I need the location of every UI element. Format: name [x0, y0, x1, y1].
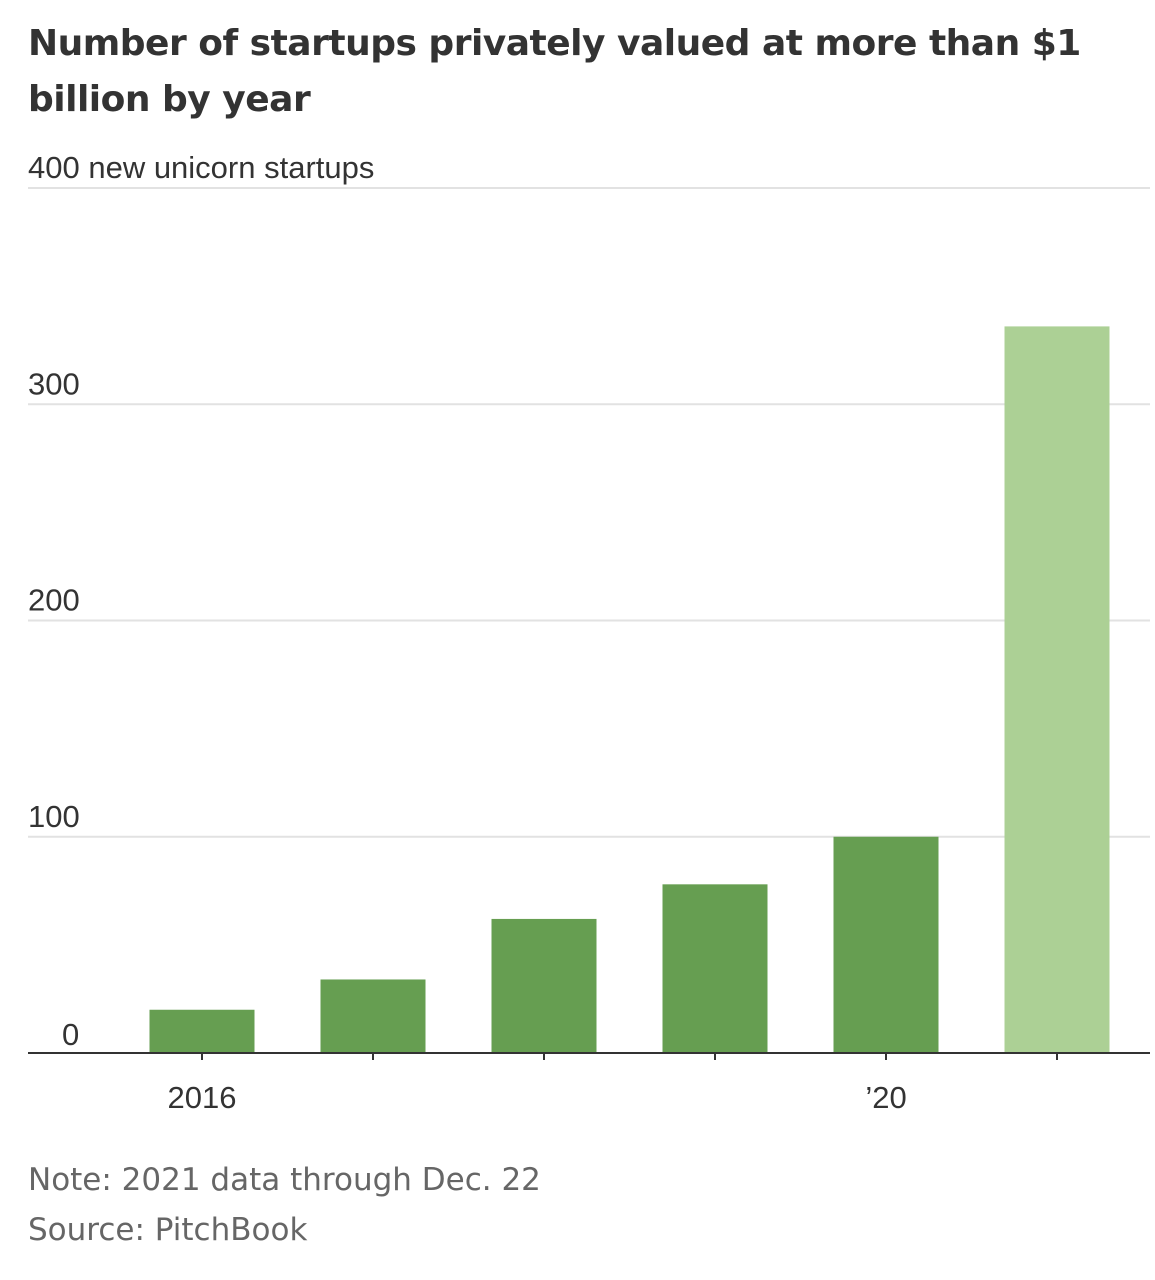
chart-note: Note: 2021 data through Dec. 22 — [28, 1162, 541, 1198]
y-tick-label-200: 200 — [28, 583, 80, 618]
bar-2019 — [662, 884, 768, 1053]
x-tick-label-2016: 2016 — [168, 1080, 237, 1115]
y-tick-label-100: 100 — [28, 799, 80, 834]
y-axis-tick-labels: 0 100 200 300 400 new unicorn startups — [28, 150, 374, 1052]
y-axis-label: 400 new unicorn startups — [28, 150, 374, 185]
gridlines — [28, 187, 1150, 838]
bar-2017 — [320, 979, 426, 1053]
x-tick-label-2020: ’20 — [865, 1080, 906, 1115]
y-tick-label-0: 0 — [62, 1017, 79, 1052]
bar-2020 — [833, 836, 939, 1053]
bar-2021 — [1004, 326, 1110, 1053]
x-axis — [28, 1052, 1150, 1060]
chart-source: Source: PitchBook — [28, 1212, 308, 1248]
chart-title: Number of startups privately valued at m… — [28, 23, 1081, 120]
bars — [149, 326, 1110, 1053]
y-tick-label-300: 300 — [28, 366, 80, 401]
bar-2016 — [149, 1009, 255, 1053]
bar-2018 — [491, 918, 597, 1053]
x-axis-tick-labels: 2016 ’20 — [168, 1080, 907, 1115]
